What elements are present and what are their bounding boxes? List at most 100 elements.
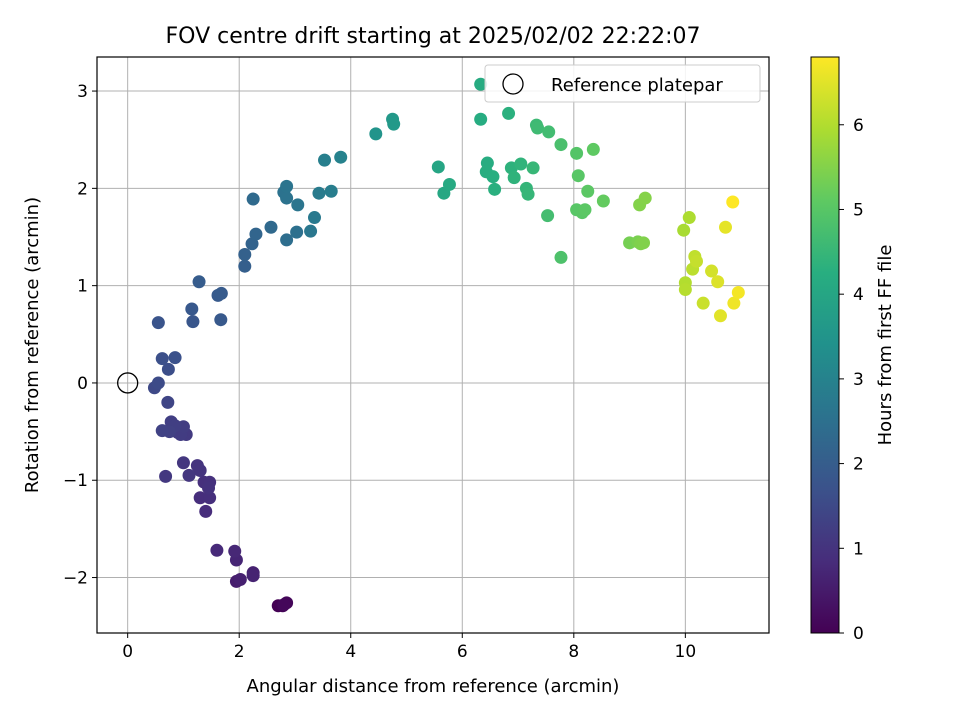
data-point — [228, 544, 242, 558]
data-point — [151, 316, 165, 330]
y-tick-label: 1 — [77, 277, 88, 297]
data-point — [486, 170, 500, 184]
data-point — [246, 569, 260, 583]
data-point — [677, 223, 691, 237]
data-point — [318, 153, 332, 167]
data-point — [502, 106, 516, 120]
data-point — [678, 283, 692, 297]
colorbar-tick-label: 1 — [853, 539, 864, 559]
x-tick-label: 4 — [345, 642, 356, 662]
data-point — [304, 224, 318, 238]
data-point — [474, 112, 488, 126]
y-tick-label: −2 — [63, 569, 88, 589]
data-point — [155, 424, 169, 438]
data-point — [526, 161, 540, 175]
data-point — [186, 315, 200, 329]
data-point — [731, 285, 745, 299]
data-point — [233, 572, 247, 586]
data-point — [277, 598, 291, 612]
data-point — [280, 179, 294, 193]
colorbar-gradient — [810, 56, 840, 634]
y-tick-label: 0 — [77, 374, 88, 394]
colorbar: 0 1 2 3 4 5 6 Hours from first FF file — [810, 56, 896, 644]
data-point — [696, 296, 710, 310]
data-point — [155, 352, 169, 366]
data-point — [161, 362, 175, 376]
data-point — [554, 138, 568, 152]
legend-box — [484, 64, 761, 103]
data-point — [182, 468, 196, 482]
colorbar-label: Hours from first FF file — [875, 245, 896, 446]
data-point — [161, 395, 175, 409]
data-point — [711, 275, 725, 289]
data-point — [507, 171, 521, 185]
data-point — [570, 146, 584, 160]
data-point — [637, 236, 651, 250]
x-tick-label: 0 — [122, 642, 133, 662]
data-point — [214, 286, 228, 300]
data-point — [369, 127, 383, 141]
colorbar-tick-label: 2 — [853, 455, 864, 475]
colorbar-tick-label: 3 — [853, 370, 864, 390]
data-point — [514, 157, 528, 171]
data-point — [726, 195, 740, 209]
colorbar-tick-label: 4 — [853, 285, 864, 305]
reference-marker — [117, 372, 139, 394]
data-point — [682, 211, 696, 225]
colorbar-tick-label: 6 — [853, 116, 864, 136]
data-point — [203, 491, 217, 505]
y-axis-ticks: −2 −1 0 1 2 3 — [63, 82, 97, 589]
data-point — [578, 203, 592, 217]
data-point — [719, 220, 733, 234]
data-point — [193, 464, 207, 478]
data-point — [280, 191, 294, 205]
data-point — [202, 481, 216, 495]
data-point — [521, 187, 535, 201]
x-tick-label: 8 — [568, 642, 579, 662]
plot-frame — [96, 56, 770, 634]
data-point — [596, 194, 610, 208]
data-point — [474, 77, 488, 91]
data-point — [246, 192, 260, 206]
data-point — [387, 117, 401, 131]
reference-point — [117, 372, 139, 394]
data-point — [199, 504, 213, 518]
data-point — [542, 125, 556, 139]
legend-label: Reference platepar — [551, 75, 723, 96]
y-tick-label: 3 — [77, 82, 88, 102]
data-point — [290, 225, 304, 239]
data-point — [176, 456, 190, 470]
y-tick-label: 2 — [77, 179, 88, 199]
data-point — [312, 186, 326, 200]
data-point — [713, 309, 727, 323]
data-point — [238, 259, 252, 273]
x-axis-label: Angular distance from reference (arcmin) — [247, 676, 620, 697]
gridlines — [97, 57, 769, 633]
data-point — [280, 233, 294, 247]
data-point — [307, 211, 321, 225]
colorbar-tick-label: 5 — [853, 200, 864, 220]
data-point — [214, 313, 228, 327]
data-point — [249, 227, 263, 241]
data-point — [531, 121, 545, 135]
data-point — [554, 250, 568, 264]
data-point — [334, 150, 348, 164]
data-point — [192, 275, 206, 289]
data-point — [238, 248, 252, 262]
data-point — [690, 254, 704, 268]
data-point — [581, 184, 595, 198]
data-point — [442, 177, 456, 191]
data-point — [541, 209, 555, 223]
data-points — [147, 77, 745, 613]
x-tick-label: 10 — [675, 642, 697, 662]
data-point — [431, 160, 445, 174]
data-point — [291, 198, 305, 212]
data-point — [245, 237, 259, 251]
data-point — [488, 182, 502, 196]
data-point — [193, 491, 207, 505]
data-point — [638, 191, 652, 205]
data-point — [168, 351, 182, 365]
y-axis-label: Rotation from reference (arcmin) — [22, 197, 43, 493]
data-point — [705, 264, 719, 278]
x-axis-ticks: 0 2 4 6 8 10 — [122, 633, 696, 662]
